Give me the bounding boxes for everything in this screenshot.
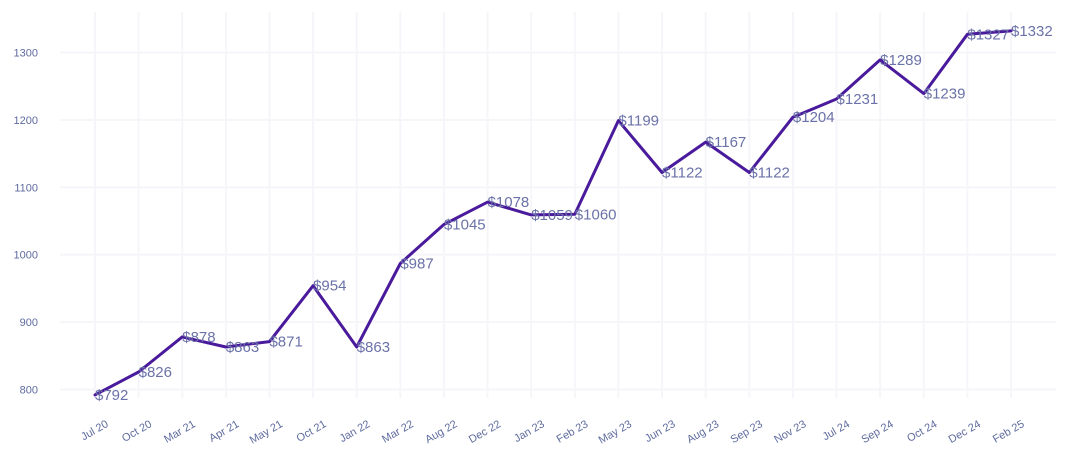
data-label: $1060	[575, 206, 617, 223]
data-label: $1204	[793, 109, 835, 126]
data-label: $987	[400, 255, 433, 272]
y-tick-label: 1100	[14, 182, 38, 194]
x-tick-label: Jul 24	[821, 418, 852, 443]
x-tick-label: Sep 23	[729, 418, 765, 446]
data-label: $871	[269, 334, 302, 351]
x-tick-label: Mar 22	[380, 418, 416, 446]
x-tick-label: Aug 23	[685, 418, 721, 446]
x-tick-label: Dec 24	[947, 418, 983, 446]
x-tick-label: Jan 23	[512, 418, 547, 445]
data-label: $954	[313, 278, 346, 295]
y-tick-label: 1300	[14, 48, 38, 60]
x-tick-label: May 23	[597, 418, 634, 446]
data-label: $1045	[444, 216, 486, 233]
data-label: $878	[182, 329, 215, 346]
x-tick-label: Feb 25	[991, 418, 1027, 446]
series-line	[93, 29, 1013, 397]
x-tick-label: May 21	[248, 418, 285, 446]
y-tick-label: 1200	[14, 115, 38, 127]
x-tick-label: Apr 21	[207, 418, 241, 445]
x-tick-label: Oct 24	[905, 418, 939, 445]
x-tick-label: Jan 22	[338, 418, 373, 445]
data-label: $1167	[706, 134, 747, 151]
data-label: $826	[139, 364, 172, 381]
data-label: $1078	[488, 194, 530, 211]
x-tick-label: Oct 20	[120, 418, 154, 445]
x-axis: Jul 20 Oct 20 Mar 21 Apr 21 May 21 Oct 21 Jan …	[79, 418, 1026, 446]
x-tick-label: Aug 22	[423, 418, 459, 446]
x-tick-label: Dec 22	[467, 418, 503, 446]
x-tick-label: Oct 21	[295, 418, 329, 445]
y-axis: 800 900 1000 1100 1200 1300	[14, 48, 38, 397]
data-label: $1059	[531, 207, 573, 224]
x-tick-label: Jul 20	[79, 418, 110, 443]
gridlines	[60, 12, 1056, 398]
y-tick-label: 900	[20, 317, 38, 329]
data-label: $1289	[880, 52, 922, 69]
data-labels: $792$826$878$863 $871$954$863$987$1045$10…	[95, 23, 1053, 404]
data-label: $1327	[967, 26, 1009, 43]
data-label: $1199	[618, 113, 659, 130]
data-label: $863	[226, 339, 259, 356]
data-label: $792	[95, 387, 128, 404]
y-tick-label: 1000	[14, 250, 38, 262]
data-label: $1122	[749, 164, 790, 181]
series-line-layer	[93, 29, 1013, 397]
y-tick-label: 800	[20, 385, 38, 397]
data-label: $1332	[1011, 23, 1053, 40]
x-tick-label: Feb 23	[555, 418, 591, 446]
x-tick-label: Sep 24	[859, 418, 895, 446]
data-label: $863	[357, 339, 390, 356]
x-tick-label: Jun 23	[643, 418, 678, 445]
x-tick-label: Mar 21	[162, 418, 198, 446]
x-tick-label: Nov 23	[772, 418, 808, 446]
data-label: $1239	[924, 86, 966, 103]
data-label: $1122	[662, 164, 703, 181]
data-label: $1231	[837, 91, 879, 108]
